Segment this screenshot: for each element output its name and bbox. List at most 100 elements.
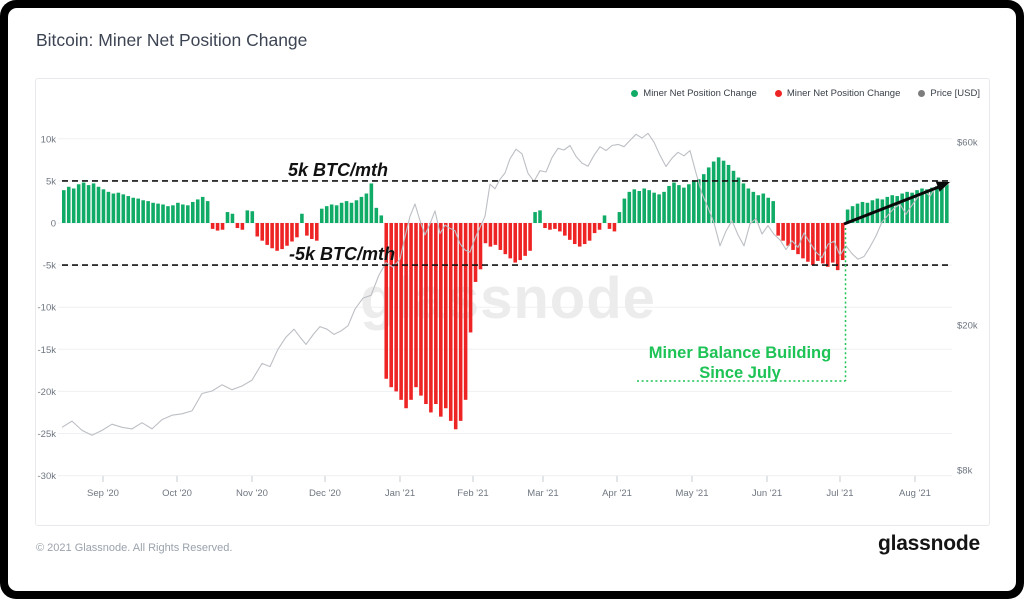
x-tick-label: Jun '21 <box>752 488 782 499</box>
bar <box>429 223 433 413</box>
bar <box>553 223 557 229</box>
bar <box>339 202 344 223</box>
bar <box>235 223 240 229</box>
trend-arrow <box>843 181 950 226</box>
bar <box>508 223 513 259</box>
bar <box>696 179 701 223</box>
x-tick-label: Feb '21 <box>457 488 488 499</box>
bar <box>627 191 632 223</box>
bar <box>354 200 359 223</box>
x-tick-label: Sep '20 <box>87 488 119 499</box>
bar <box>215 223 220 231</box>
bar <box>270 223 274 249</box>
bar <box>62 190 66 223</box>
bar <box>592 223 597 234</box>
y-left-tick-label: -25k <box>38 429 57 440</box>
legend-label: Miner Net Position Change <box>643 88 757 99</box>
bar <box>731 170 736 223</box>
bar <box>389 223 393 388</box>
bar <box>622 198 627 223</box>
bar <box>538 210 542 223</box>
bar <box>662 191 666 223</box>
bar <box>96 186 101 223</box>
bar <box>756 195 761 223</box>
bar <box>171 205 175 223</box>
legend-dot-red-icon <box>774 90 782 97</box>
x-tick-label: Mar '21 <box>527 488 558 499</box>
bar <box>935 185 939 223</box>
bar <box>66 186 71 223</box>
bar <box>845 209 850 223</box>
legend-label: Miner Net Position Change <box>786 88 901 99</box>
bar <box>652 192 656 223</box>
ref-lines-layer <box>62 180 950 266</box>
ref-line-5k-label: 5k BTC/mth <box>288 160 388 180</box>
bar <box>781 223 785 241</box>
y-left-tick-label: -20k <box>38 387 57 398</box>
bar <box>612 223 617 232</box>
watermark-text: glassnode <box>360 266 656 331</box>
x-tick-label: Apr '21 <box>602 488 632 499</box>
bar <box>473 223 478 282</box>
legend-item-miner-positive[interactable]: Miner Net Position Change <box>631 88 757 99</box>
bar <box>111 193 116 223</box>
bar <box>706 167 711 223</box>
callout-text-line2: Since July <box>699 364 781 382</box>
legend-item-miner-negative[interactable]: Miner Net Position Change <box>774 88 901 99</box>
y-left-tick-label: -5k <box>43 261 56 272</box>
bar <box>404 223 408 409</box>
bar <box>835 223 840 271</box>
bar <box>225 212 230 223</box>
bar <box>493 223 498 245</box>
bar <box>305 223 309 236</box>
bar <box>885 196 890 223</box>
bar <box>434 223 438 405</box>
bar <box>637 191 642 223</box>
bar <box>602 215 607 223</box>
bar <box>468 223 473 333</box>
legend-dot-green-icon <box>631 90 639 97</box>
bar <box>687 184 691 223</box>
bar <box>295 223 299 238</box>
bar <box>334 205 339 223</box>
bar <box>349 202 354 223</box>
bar <box>915 190 919 223</box>
bar <box>682 187 686 223</box>
bar <box>190 201 195 223</box>
bar <box>582 223 587 245</box>
bar <box>920 188 924 223</box>
y-right-tick-label: $20k <box>957 321 978 332</box>
x-tick-label: Jul '21 <box>826 488 853 499</box>
bar <box>721 160 726 223</box>
bar <box>280 223 284 250</box>
axes-layer: 10k 5k 0 -5k -10k -15k -20k -25k -30k $60k $20k $8k… <box>38 134 978 499</box>
footer-copyright: © 2021 Glassnode. All Rights Reserved. <box>36 542 233 554</box>
bar <box>488 223 493 247</box>
bar <box>617 212 622 223</box>
bar <box>518 223 522 261</box>
bar <box>181 204 185 223</box>
bar <box>414 223 418 388</box>
bar <box>384 223 389 379</box>
bar <box>746 188 751 223</box>
bar <box>394 223 398 392</box>
bar <box>751 191 756 223</box>
bar <box>806 223 810 262</box>
bar <box>568 223 572 240</box>
bar <box>528 223 532 251</box>
legend-dot-gray-icon <box>918 90 926 97</box>
y-left-tick-label: -15k <box>38 345 57 356</box>
bar <box>156 203 160 223</box>
bar <box>329 204 334 223</box>
bar <box>200 196 205 223</box>
bar <box>657 194 661 223</box>
bar <box>607 223 612 229</box>
bar <box>498 223 503 250</box>
bar <box>86 185 91 223</box>
legend-item-price[interactable]: Price [USD] <box>918 88 980 99</box>
bar <box>821 223 825 264</box>
bar <box>816 223 820 261</box>
x-tick-label: Aug '21 <box>899 488 931 499</box>
